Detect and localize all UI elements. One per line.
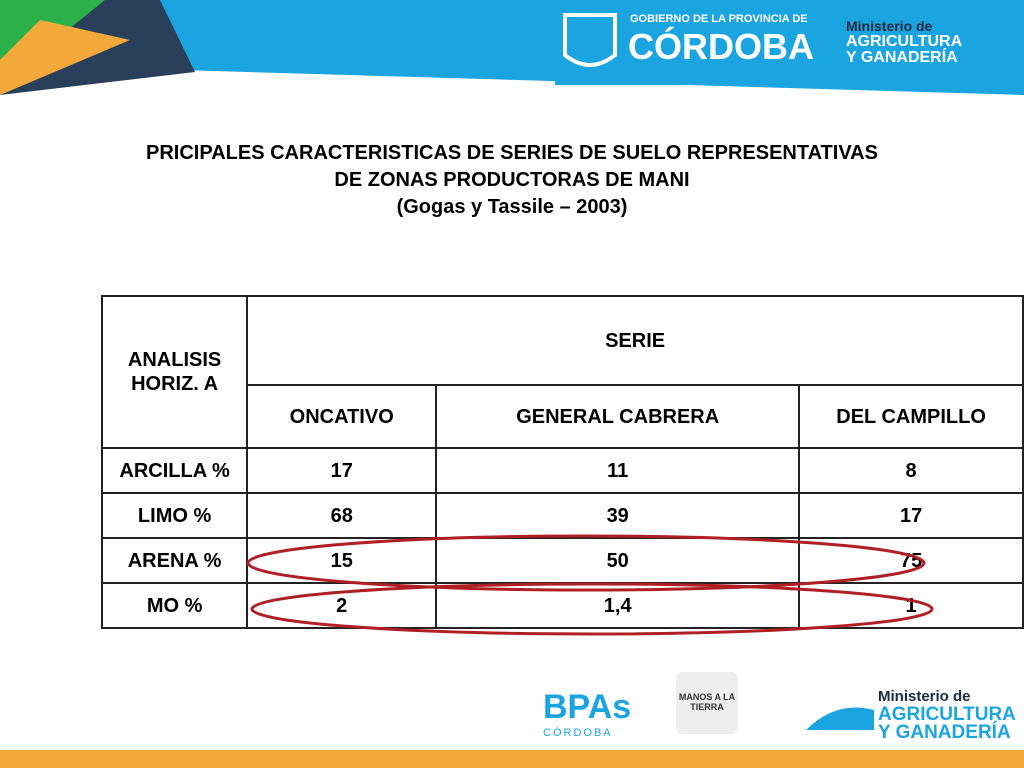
- column-header: GENERAL CABRERA: [435, 384, 801, 449]
- ministry-icon: [806, 707, 874, 730]
- orange-corner: [0, 20, 130, 95]
- table-cell: 68: [246, 492, 438, 539]
- table-cell: 11: [435, 447, 801, 494]
- table-cell: 50: [435, 537, 801, 584]
- row-label: ARENA %: [100, 537, 249, 584]
- title-line: DE ZONAS PRODUCTORAS DE MANI: [334, 169, 690, 191]
- column-header: DEL CAMPILLO: [798, 384, 1024, 449]
- title-line: PRICIPALES CARACTERISTICAS DE SERIES DE …: [146, 142, 878, 164]
- table-cell: 1,4: [435, 582, 801, 629]
- table-cell: 2: [246, 582, 438, 629]
- footer-strip: [0, 750, 1024, 768]
- table-row: LIMO % 68 39 17: [100, 492, 1024, 539]
- bpas-text: BPAs: [543, 688, 632, 726]
- ministry-line: Ministerio de: [878, 688, 971, 705]
- column-header: ONCATIVO: [246, 384, 438, 449]
- table-cell: 8: [798, 447, 1024, 494]
- bpas-logo: BPAs CÓRDOBA: [543, 670, 633, 740]
- group-header: SERIE: [246, 295, 1024, 386]
- table-cell: 1: [798, 582, 1024, 629]
- soil-table: ANALISIS HORIZ. A SERIE ONCATIVO GENERAL…: [100, 295, 1024, 629]
- ministry-logo-bg: [828, 12, 980, 78]
- table-cell: 15: [246, 537, 438, 584]
- icon-shape: [806, 707, 874, 730]
- ministry-line: AGRICULTURA: [846, 33, 963, 50]
- table-cell: 17: [798, 492, 1024, 539]
- header-ministry: Ministerio de AGRICULTURA Y GANADERÍA: [846, 18, 962, 66]
- ministry-line: Y GANADERÍA: [878, 722, 1011, 743]
- footer-ministry: Ministerio de AGRICULTURA Y GANADERÍA: [878, 688, 1016, 742]
- manos-logo: MANOS A LA TIERRA: [676, 672, 738, 734]
- corner-cell: ANALISIS HORIZ. A: [100, 295, 249, 449]
- table-row: ARENA % 15 50 75: [100, 537, 1024, 584]
- gov-big: CÓRDOBA: [628, 26, 814, 67]
- table-cell: 39: [435, 492, 801, 539]
- bpas-sub: CÓRDOBA: [543, 727, 613, 739]
- title-line: (Gogas y Tassile – 2003): [396, 196, 628, 218]
- table-cell: 17: [246, 447, 438, 494]
- gov-small: GOBIERNO DE LA PROVINCIA DE: [630, 13, 808, 25]
- table-body: ARCILLA % 17 11 8 LIMO % 68 39 17 ARENA % 15 50 75 M…: [100, 447, 1024, 629]
- shield-icon: [563, 13, 617, 67]
- ministry-line: AGRICULTURA: [878, 704, 1016, 725]
- table-row: MO % 2 1,4 1: [100, 582, 1024, 629]
- table-cell: 75: [798, 537, 1024, 584]
- row-label: MO %: [100, 582, 249, 629]
- row-label: ARCILLA %: [100, 447, 249, 494]
- header-banner: [0, 0, 1024, 95]
- slide-title: PRICIPALES CARACTERISTICAS DE SERIES DE …: [0, 140, 1024, 221]
- row-label: LIMO %: [100, 492, 249, 539]
- ministry-line: Ministerio de: [846, 18, 933, 34]
- table-row: ARCILLA % 17 11 8: [100, 447, 1024, 494]
- ministry-line: Y GANADERÍA: [846, 49, 958, 66]
